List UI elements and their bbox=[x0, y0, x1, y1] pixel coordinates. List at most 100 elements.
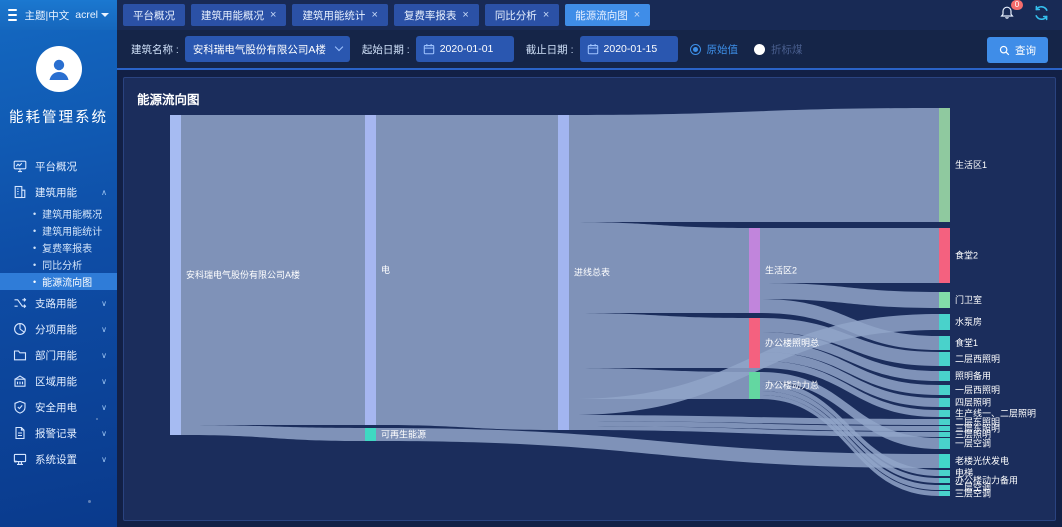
sankey-link-light-backup_light[interactable] bbox=[760, 332, 939, 381]
sankey-link-light-f2w[interactable] bbox=[760, 318, 939, 366]
sankey-link-power-ac2[interactable] bbox=[760, 391, 939, 490]
tab-同比分析[interactable]: 同比分析 × bbox=[484, 4, 560, 26]
sankey-node-f2e[interactable] bbox=[939, 419, 950, 425]
close-tab-icon[interactable]: × bbox=[633, 8, 641, 21]
sankey-link-main-life1[interactable] bbox=[569, 108, 939, 222]
start-date-input[interactable]: 2020-01-01 bbox=[415, 36, 514, 62]
sankey-node-canteen2[interactable] bbox=[939, 228, 950, 283]
sankey-node-life1[interactable] bbox=[939, 108, 950, 222]
sidebar-subitem-建筑用能概况[interactable]: • 建筑用能概况 bbox=[0, 205, 117, 222]
notification-bell-icon[interactable]: 0 bbox=[999, 0, 1023, 26]
sankey-node-prod[interactable] bbox=[939, 410, 950, 417]
sidebar-item-label: 平台概况 bbox=[35, 160, 77, 173]
sidebar-item-平台概况[interactable]: 平台概况 bbox=[0, 153, 117, 179]
query-button[interactable]: 查询 bbox=[987, 37, 1048, 63]
sankey-node-f4[interactable] bbox=[939, 398, 950, 407]
topbar-actions: 0 bbox=[999, 0, 1050, 30]
sankey-node-main[interactable] bbox=[558, 115, 569, 430]
sankey-node-ac2[interactable] bbox=[939, 485, 950, 490]
sidebar-subitem-复费率报表[interactable]: • 复费率报表 bbox=[0, 239, 117, 256]
sidebar-subitem-建筑用能统计[interactable]: • 建筑用能统计 bbox=[0, 222, 117, 239]
bullet-icon: • bbox=[33, 208, 37, 219]
sidebar-item-支路用能[interactable]: 支路用能 ∨ bbox=[0, 290, 117, 316]
radio-standard-coal[interactable]: 折标煤 bbox=[754, 42, 803, 57]
sankey-link-life2-canteen2[interactable] bbox=[760, 228, 939, 283]
sankey-link-light-prod[interactable] bbox=[760, 361, 939, 417]
end-date-label: 截止日期 : bbox=[525, 43, 574, 56]
sankey-node-power_backup[interactable] bbox=[939, 478, 950, 483]
sankey-link-light-f4[interactable] bbox=[760, 352, 939, 407]
building-select[interactable]: 安科瑞电气股份有限公司A楼 bbox=[184, 36, 350, 62]
sankey-node-light[interactable] bbox=[749, 318, 760, 368]
sidebar-item-label: 报警记录 bbox=[35, 427, 77, 440]
sankey-node-life2[interactable] bbox=[749, 228, 760, 313]
sankey-link-main-f3[interactable] bbox=[569, 426, 939, 437]
sidebar-item-系统设置[interactable]: 系统设置 ∨ bbox=[0, 446, 117, 472]
user-menu[interactable]: acrel bbox=[75, 9, 109, 21]
tab-label: 建筑用能概况 bbox=[201, 9, 264, 22]
sankey-link-building-elec[interactable] bbox=[181, 115, 365, 425]
sankey-node-backup_light[interactable] bbox=[939, 371, 950, 381]
radio-original-value[interactable]: 原始值 bbox=[689, 42, 738, 57]
close-tab-icon[interactable]: × bbox=[270, 8, 277, 21]
sankey-node-power[interactable] bbox=[749, 372, 760, 399]
sankey-node-renew[interactable] bbox=[365, 428, 376, 441]
sankey-link-life2-guard[interactable] bbox=[760, 283, 939, 308]
sankey-node-lift[interactable] bbox=[939, 470, 950, 476]
sankey-link-main-f2e[interactable] bbox=[569, 415, 939, 425]
sankey-link-life2-canteen1[interactable] bbox=[760, 299, 939, 350]
decoration-dot bbox=[88, 500, 91, 503]
sankey-node-building[interactable] bbox=[170, 115, 181, 435]
close-tab-icon[interactable]: × bbox=[542, 8, 550, 21]
close-tab-icon[interactable]: × bbox=[462, 8, 469, 21]
hamburger-icon[interactable] bbox=[8, 9, 17, 21]
tab-平台概况[interactable]: 平台概况 bbox=[123, 4, 185, 26]
sankey-link-power-power_backup[interactable] bbox=[760, 386, 939, 483]
sankey-node-elec[interactable] bbox=[365, 115, 376, 425]
sankey-link-light-f1w[interactable] bbox=[760, 342, 939, 395]
sankey-link-power-ac3[interactable] bbox=[760, 395, 939, 496]
sankey-node-f1w[interactable] bbox=[939, 385, 950, 395]
refresh-icon[interactable] bbox=[1033, 5, 1050, 26]
sankey-node-ac1[interactable] bbox=[939, 438, 950, 449]
end-date-input[interactable]: 2020-01-15 bbox=[579, 36, 678, 62]
sankey-node-pv[interactable] bbox=[939, 454, 950, 468]
sankey-link-building-renew[interactable] bbox=[181, 425, 365, 441]
theme-language-label[interactable]: 主题|中文 bbox=[24, 9, 70, 22]
end-date-value: 2020-01-15 bbox=[603, 43, 658, 55]
sankey-node-guard[interactable] bbox=[939, 292, 950, 308]
sankey-link-main-life2[interactable] bbox=[569, 222, 749, 313]
chevron-up-icon: ∧ bbox=[101, 187, 107, 197]
sankey-link-power-ac1[interactable] bbox=[760, 372, 939, 449]
tab-能源流向图[interactable]: 能源流向图 × bbox=[565, 4, 651, 26]
sankey-node-ac3[interactable] bbox=[939, 491, 950, 496]
tab-label: 同比分析 bbox=[494, 9, 537, 22]
sankey-link-main-light[interactable] bbox=[569, 313, 749, 368]
sankey-link-main-f3e[interactable] bbox=[569, 421, 939, 431]
sankey-link-power-lift[interactable] bbox=[760, 381, 939, 476]
avatar bbox=[35, 46, 82, 92]
sankey-link-elec-main[interactable] bbox=[376, 115, 558, 430]
sidebar-item-安全用电[interactable]: 安全用电 ∨ bbox=[0, 394, 117, 420]
decoration-dot bbox=[96, 418, 98, 420]
monitor-icon bbox=[13, 159, 27, 173]
sidebar-item-区域用能[interactable]: 区域用能 ∨ bbox=[0, 368, 117, 394]
tab-复费率报表[interactable]: 复费率报表 × bbox=[393, 4, 479, 26]
tab-建筑用能统计[interactable]: 建筑用能统计 × bbox=[292, 4, 388, 26]
sidebar-subitem-能源流向图[interactable]: • 能源流向图 bbox=[0, 273, 117, 290]
tab-建筑用能概况[interactable]: 建筑用能概况 × bbox=[191, 4, 287, 26]
sankey-link-renew-pv[interactable] bbox=[376, 428, 939, 468]
close-tab-icon[interactable]: × bbox=[371, 8, 378, 21]
sidebar-item-部门用能[interactable]: 部门用能 ∨ bbox=[0, 342, 117, 368]
chevron-down-icon bbox=[334, 42, 344, 52]
sidebar-subitem-同比分析[interactable]: • 同比分析 bbox=[0, 256, 117, 273]
sidebar-item-报警记录[interactable]: 报警记录 ∨ bbox=[0, 420, 117, 446]
sankey-node-f3[interactable] bbox=[939, 432, 950, 437]
sidebar-item-建筑用能[interactable]: 建筑用能 ∧ bbox=[0, 179, 117, 205]
sankey-node-f2w[interactable] bbox=[939, 352, 950, 366]
sankey-node-canteen1[interactable] bbox=[939, 336, 950, 350]
sankey-node-f3e[interactable] bbox=[939, 426, 950, 431]
sidebar-item-分项用能[interactable]: 分项用能 ∨ bbox=[0, 316, 117, 342]
sankey-node-pump[interactable] bbox=[939, 314, 950, 330]
